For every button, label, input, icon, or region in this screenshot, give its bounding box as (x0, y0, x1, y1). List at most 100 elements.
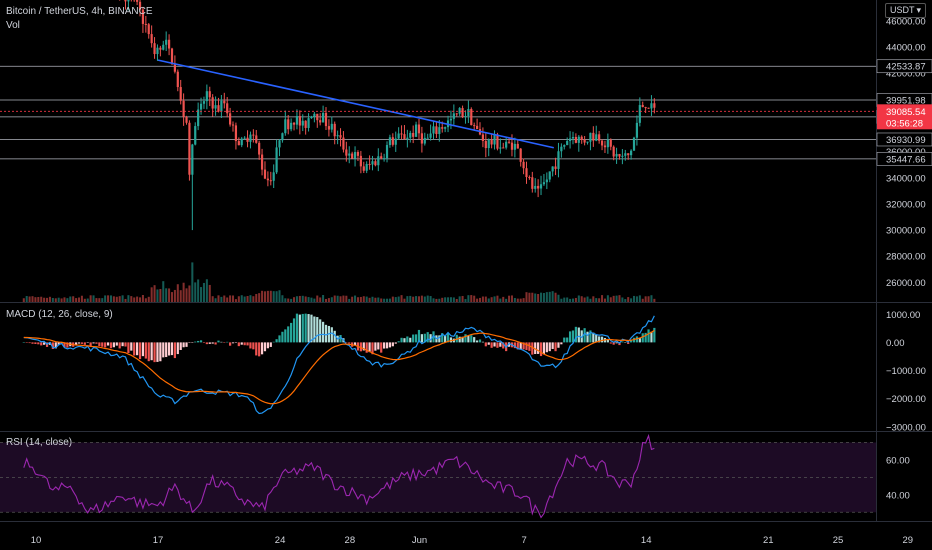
candle-body (560, 146, 563, 152)
volume-bar (89, 295, 92, 302)
macd-histogram-bar (249, 342, 252, 349)
volume-bar (66, 298, 69, 302)
macd-histogram-bar (595, 334, 598, 343)
volume-bar (409, 295, 412, 302)
macd-histogram-bar (272, 341, 275, 343)
candle-body (229, 113, 232, 125)
candle-body (220, 100, 223, 112)
macd-histogram-bar (266, 342, 269, 349)
macd-histogram-bar (83, 342, 86, 345)
volume-bar (22, 298, 25, 302)
volume-bar (455, 298, 458, 302)
current-price-tag (877, 104, 932, 130)
currency-selector[interactable]: USDT ▾ (884, 3, 926, 18)
candle-body (173, 64, 177, 72)
volume-bar (139, 297, 142, 302)
volume-bar (185, 288, 188, 302)
macd-histogram-bar (502, 342, 505, 349)
macd-histogram-bar (624, 342, 627, 343)
macd-histogram-bar (292, 318, 296, 343)
level-label: 36930.99 (886, 135, 926, 146)
volume-bar (383, 298, 386, 302)
price-tick-label: 30000.00 (886, 226, 926, 237)
macd-histogram-bar (95, 342, 98, 344)
candle-body (226, 103, 229, 114)
volume-bar (420, 295, 423, 302)
volume-bar (566, 297, 569, 302)
macd-histogram-bar (165, 342, 168, 358)
candle-body (406, 137, 409, 140)
macd-histogram-bar (467, 335, 470, 343)
candle-body (452, 113, 455, 119)
volume-bar (57, 297, 60, 302)
volume-bar (130, 296, 133, 302)
candle-body (246, 137, 249, 142)
macd-histogram-bar (141, 342, 145, 357)
macd-histogram-bar (615, 342, 618, 344)
volume-bar (510, 295, 513, 302)
volume-bar (592, 296, 595, 302)
candle-body (324, 112, 328, 127)
macd-histogram-bar (199, 340, 203, 343)
volume-bar (284, 298, 287, 302)
macd-histogram-bar (400, 337, 403, 343)
macd-histogram-bar (333, 330, 336, 343)
macd-histogram-bar (89, 342, 92, 347)
macd-histogram-bar (464, 334, 467, 343)
candle-body (170, 48, 174, 65)
macd-histogram-bar (124, 342, 127, 347)
candle-body (287, 119, 290, 130)
volume-bar (168, 288, 171, 302)
candle-body (292, 122, 296, 125)
candle-body (313, 113, 316, 117)
candle-body (563, 145, 566, 147)
candle-body (217, 105, 220, 112)
macd-line (23, 315, 655, 415)
volume-bar (580, 296, 583, 302)
volume-bar (386, 298, 389, 302)
volume-bar (574, 297, 577, 302)
candle-body (403, 134, 406, 140)
candle-body (191, 144, 194, 175)
volume-bar (293, 297, 296, 302)
macd-histogram-bar (574, 326, 578, 343)
candle-body (653, 103, 656, 108)
volume-bar (324, 298, 328, 302)
volume-bar (452, 297, 455, 302)
candle-body (624, 153, 627, 156)
volume-bar (478, 297, 482, 302)
volume-bar (214, 298, 217, 302)
candle-body (153, 43, 156, 55)
macd-histogram-bar (37, 342, 40, 345)
candle-body (380, 156, 383, 159)
macd-tick-label: −1000.00 (886, 366, 926, 377)
candle-body (156, 47, 159, 55)
macd-histogram-bar (74, 342, 78, 345)
volume-bar (484, 296, 487, 302)
x-tick-label: 25 (833, 535, 844, 546)
candle-body (307, 118, 310, 128)
volume-bar (394, 297, 397, 302)
macd-histogram-bar (284, 329, 287, 343)
macd-histogram-bar (368, 342, 371, 353)
macd-histogram-bar (287, 326, 290, 343)
macd-histogram-bar (606, 339, 609, 343)
volume-bar (127, 295, 130, 302)
candle-body (426, 137, 429, 139)
volume-bar (98, 298, 101, 302)
x-tick-label: 21 (763, 535, 774, 546)
volume-bar (182, 282, 185, 302)
macd-histogram-bar (630, 340, 633, 343)
macd-histogram-bar (321, 321, 325, 343)
candle-body (484, 140, 487, 149)
volume-bar (630, 298, 633, 302)
macd-histogram-bar (258, 342, 261, 357)
macd-histogram-bar (130, 342, 133, 351)
candle-body (441, 127, 444, 129)
macd-histogram-bar (313, 316, 316, 343)
macd-histogram-bar (77, 342, 81, 344)
volume-bar (653, 298, 656, 302)
volume-bar (46, 297, 49, 302)
volume-bar (618, 295, 621, 302)
